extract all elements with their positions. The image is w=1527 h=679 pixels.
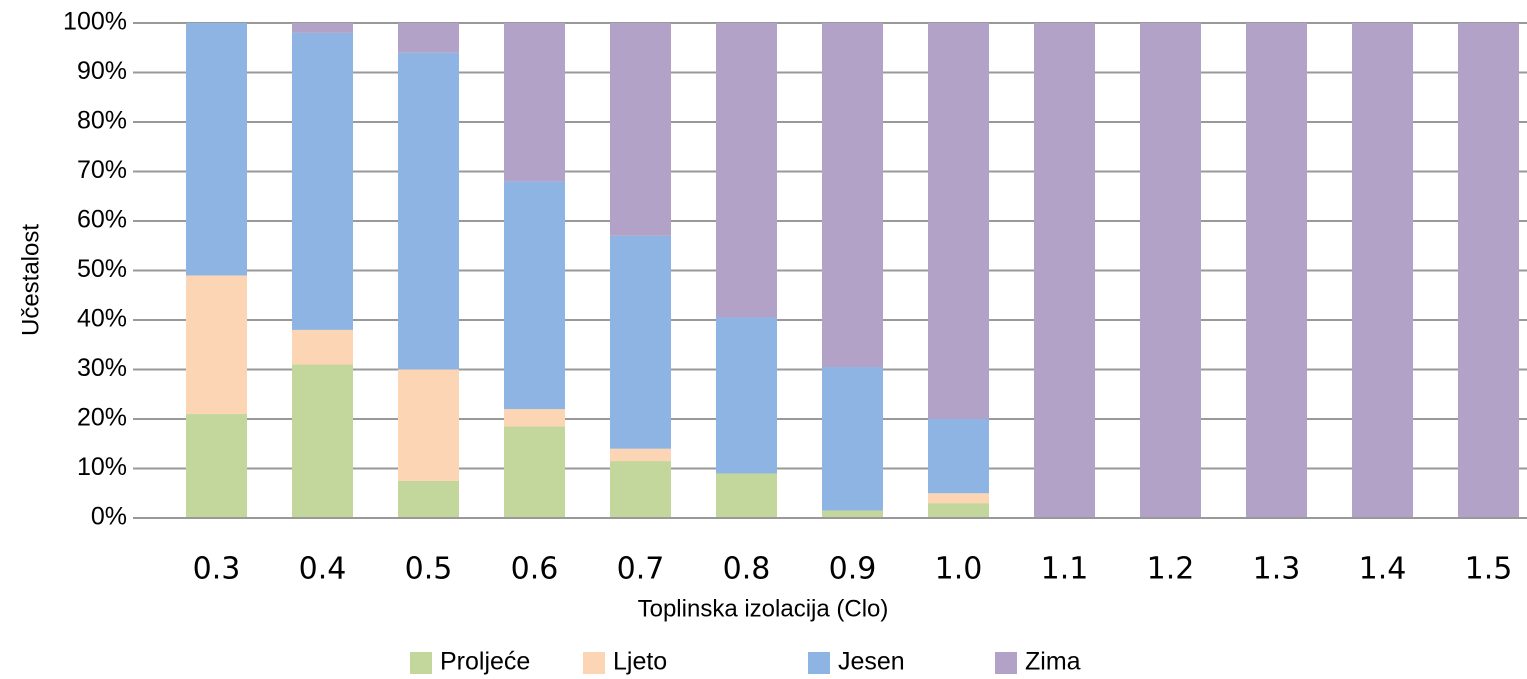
- y-tick-label: 10%: [77, 453, 127, 481]
- legend-swatch: [583, 652, 605, 674]
- bar-segment: [716, 473, 777, 518]
- y-tick-label: 40%: [77, 305, 127, 333]
- legend-swatch: [995, 652, 1017, 674]
- bar-segment: [928, 493, 989, 504]
- legend-swatch: [410, 652, 432, 674]
- bar-segment: [610, 235, 671, 449]
- bar-segment: [398, 52, 459, 370]
- bar-segment: [1246, 23, 1307, 518]
- x-tick-label: 1.5: [1465, 552, 1513, 587]
- x-tick-label: 0.7: [617, 552, 665, 587]
- bar-segment: [504, 181, 565, 410]
- bar-segment: [928, 503, 989, 518]
- bar-segment: [186, 23, 247, 276]
- x-tick-label: 1.4: [1359, 552, 1407, 587]
- bar-segment: [610, 23, 671, 236]
- x-tick-label: 1.1: [1041, 552, 1089, 587]
- bar-segment: [186, 414, 247, 518]
- bar-segment: [822, 510, 883, 518]
- bar-segment: [716, 23, 777, 318]
- y-axis-title: Učestalost: [17, 224, 44, 336]
- y-tick-label: 100%: [63, 8, 127, 36]
- bar-segment: [1352, 23, 1413, 518]
- y-tick-label: 20%: [77, 404, 127, 432]
- legend-label: Proljeće: [440, 648, 530, 676]
- legend-label: Zima: [1025, 648, 1081, 676]
- x-tick-label: 0.4: [299, 552, 347, 587]
- bar-segment: [822, 367, 883, 511]
- y-tick-label: 30%: [77, 354, 127, 382]
- x-tick-label: 0.5: [405, 552, 453, 587]
- bar-segment: [504, 409, 565, 427]
- x-tick-label: 1.2: [1147, 552, 1195, 587]
- bar-segment: [928, 23, 989, 419]
- bar-segment: [1458, 23, 1519, 518]
- x-tick-label: 0.6: [511, 552, 559, 587]
- bar-segment: [504, 426, 565, 518]
- y-tick-label: 50%: [77, 255, 127, 283]
- bar-segment: [610, 461, 671, 518]
- bar-segment: [398, 369, 459, 481]
- legend-label: Ljeto: [613, 648, 667, 676]
- bar-segment: [1140, 23, 1201, 518]
- bar-segment: [822, 23, 883, 368]
- x-tick-label: 1.3: [1253, 552, 1301, 587]
- bar-segment: [928, 419, 989, 494]
- x-tick-label: 1.0: [935, 552, 983, 587]
- y-tick-label: 70%: [77, 156, 127, 184]
- bar-segment: [716, 317, 777, 474]
- bar-segment: [1034, 23, 1095, 518]
- bar-segment: [504, 23, 565, 182]
- x-tick-label: 0.3: [193, 552, 241, 587]
- bar-segment: [610, 448, 671, 462]
- y-tick-label: 80%: [77, 107, 127, 135]
- bar-segment: [398, 480, 459, 518]
- y-tick-label: 0%: [91, 503, 127, 531]
- y-tick-label: 90%: [77, 57, 127, 85]
- bar-segment: [186, 275, 247, 415]
- bar-segment: [292, 364, 353, 518]
- legend-swatch: [808, 652, 830, 674]
- x-tick-label: 0.8: [723, 552, 771, 587]
- x-axis-title: Toplinska izolacija (Clo): [638, 595, 889, 622]
- x-tick-label: 0.9: [829, 552, 877, 587]
- y-tick-label: 60%: [77, 206, 127, 234]
- bar-segment: [292, 329, 353, 365]
- bar-segment: [292, 32, 353, 330]
- legend-label: Jesen: [838, 648, 905, 676]
- bar-segment: [292, 23, 353, 33]
- bar-segment: [398, 23, 459, 53]
